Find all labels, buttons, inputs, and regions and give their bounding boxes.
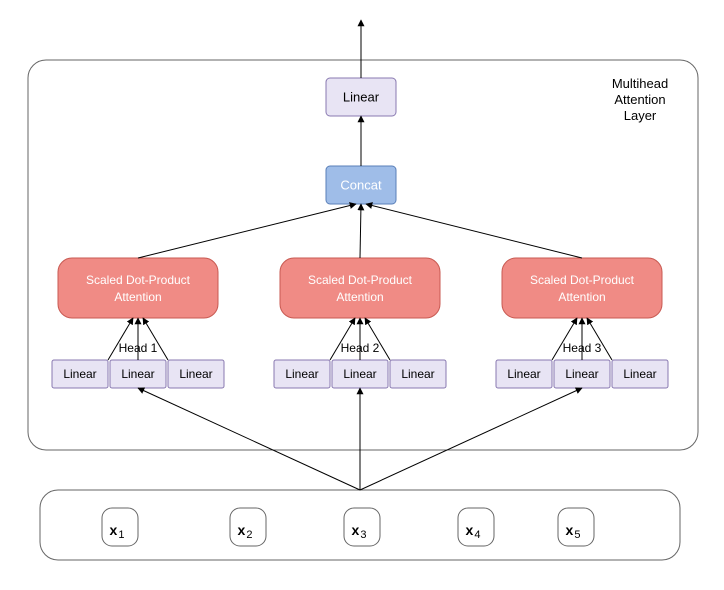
multihead-layer-box (28, 60, 698, 450)
title-line: Attention (614, 92, 665, 107)
diagram-canvas: MultiheadAttentionLayerLinearConcatScale… (0, 0, 724, 590)
linear-small-label: Linear (565, 367, 598, 381)
linear-small-label: Linear (507, 367, 540, 381)
attention-label: Scaled Dot-Product (530, 273, 635, 287)
attention-label: Attention (114, 290, 161, 304)
linear-small-label: Linear (401, 367, 434, 381)
linear-small-label: Linear (179, 367, 212, 381)
linear-small-label: Linear (343, 367, 376, 381)
attention-block (502, 258, 662, 318)
linear-small-label: Linear (121, 367, 154, 381)
attention-block (280, 258, 440, 318)
concat-label: Concat (340, 177, 382, 192)
edge-arrow (366, 204, 582, 258)
linear-small-label: Linear (63, 367, 96, 381)
title-line: Layer (624, 108, 657, 123)
edge-arrow (138, 204, 356, 258)
attention-label: Attention (336, 290, 383, 304)
edge-arrow (360, 204, 361, 258)
attention-block (58, 258, 218, 318)
attention-label: Scaled Dot-Product (86, 273, 191, 287)
linear-small-label: Linear (623, 367, 656, 381)
linear-small-label: Linear (285, 367, 318, 381)
linear-top-label: Linear (343, 89, 380, 104)
edge-arrow (360, 388, 582, 490)
edge-arrow (138, 388, 360, 490)
attention-label: Attention (558, 290, 605, 304)
title-line: Multihead (612, 76, 668, 91)
attention-label: Scaled Dot-Product (308, 273, 413, 287)
